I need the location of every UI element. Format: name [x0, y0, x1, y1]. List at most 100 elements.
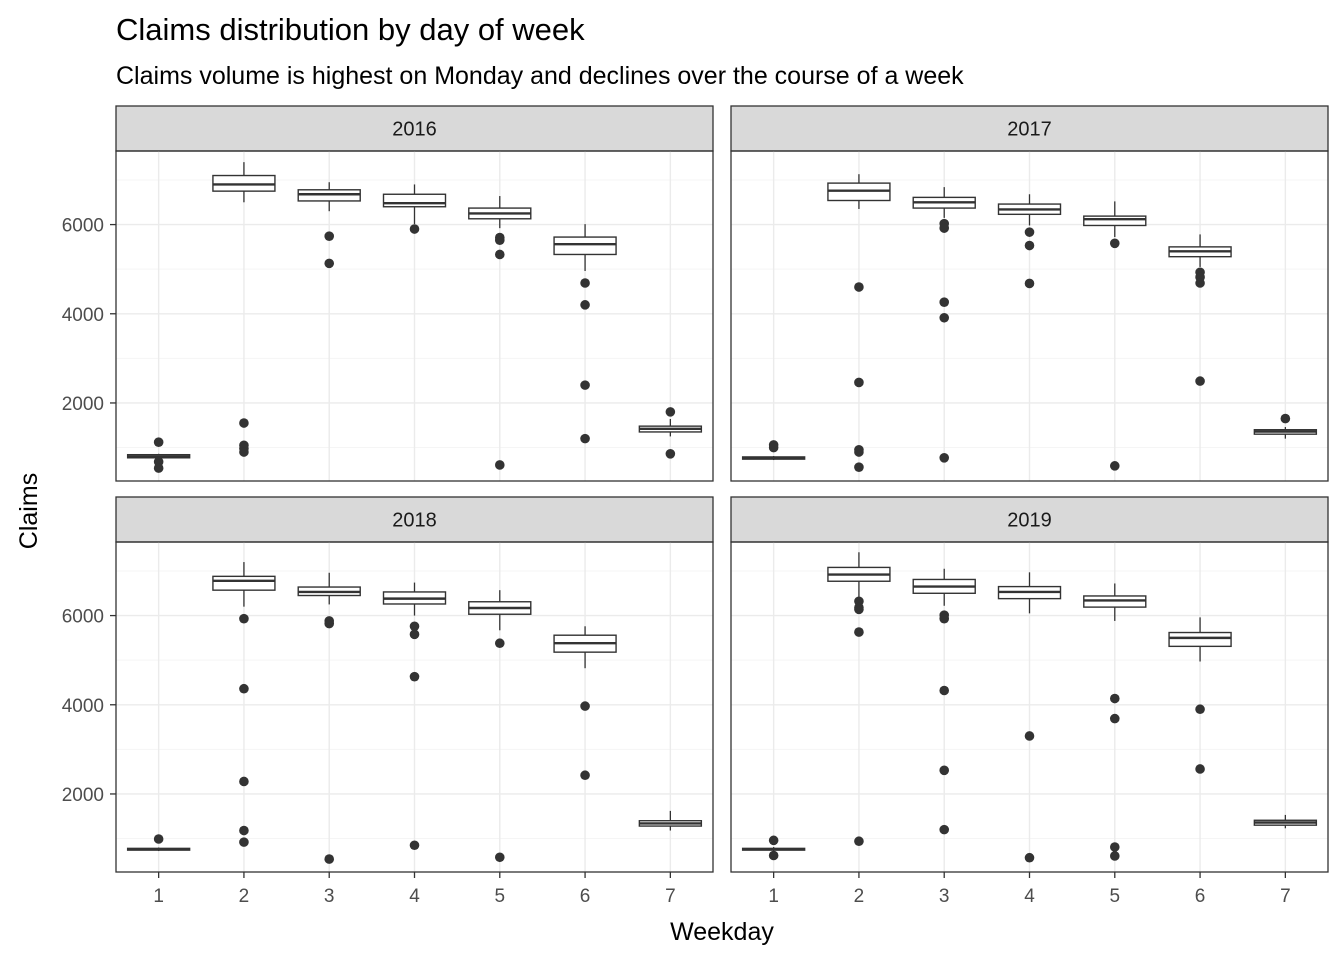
x-tick-label: 6 — [580, 886, 591, 907]
outlier-point — [324, 854, 335, 864]
panel-border — [115, 150, 714, 482]
outlier-point — [768, 850, 779, 861]
outlier-point — [239, 418, 249, 428]
outlier-point — [939, 685, 950, 696]
box-weekday-1 — [741, 440, 806, 461]
outlier-point — [1024, 227, 1035, 237]
outlier-point — [939, 297, 950, 307]
box-weekday-5 — [468, 590, 532, 863]
x-tick-label: 5 — [1109, 886, 1120, 907]
outlier-point — [153, 834, 164, 844]
box-weekday-7 — [1253, 413, 1318, 439]
outlier-point — [854, 462, 864, 472]
outlier-point — [665, 448, 676, 459]
facet-panels: 2016 2000 4000 6000 2017 2018 2000 4000 6000 1 2 3 4… — [62, 105, 1329, 907]
outlier-point — [494, 460, 505, 470]
box-body — [553, 236, 617, 256]
outlier-point — [1024, 278, 1035, 289]
panel-2017: 2017 — [730, 105, 1329, 482]
x-tick-label: 2 — [854, 886, 865, 907]
outlier-point — [939, 453, 950, 463]
x-tick-label: 1 — [768, 886, 779, 907]
outlier-point — [1195, 376, 1205, 386]
box-body — [1168, 631, 1232, 648]
facet-strip-label: 2016 — [392, 119, 437, 141]
outlier-point — [1195, 704, 1205, 715]
outlier-point — [1024, 731, 1035, 741]
outlier-point — [1024, 852, 1035, 863]
outlier-point — [854, 836, 864, 847]
outlier-point — [409, 621, 420, 632]
outlier-point — [939, 223, 950, 233]
x-tick-label: 7 — [665, 886, 676, 907]
box-weekday-1 — [126, 834, 191, 852]
outlier-point — [239, 837, 249, 847]
facet-strip — [730, 105, 1329, 152]
outlier-point — [494, 852, 505, 863]
box-weekday-4 — [382, 184, 447, 234]
box-weekday-3 — [912, 187, 976, 463]
outlier-point — [580, 701, 590, 711]
box-weekday-5 — [468, 196, 532, 470]
outlier-point — [939, 312, 950, 323]
x-tick-label: 3 — [939, 886, 950, 907]
y-tick-label: 2000 — [62, 394, 104, 415]
outlier-point — [1024, 240, 1035, 251]
panel-2018: 2018 2000 4000 6000 1 2 3 4 5 6 7 — [62, 496, 714, 907]
y-tick-label: 6000 — [62, 607, 104, 628]
box-weekday-7 — [1253, 814, 1318, 829]
outlier-point — [768, 442, 779, 453]
x-axis-title: Weekday — [670, 918, 774, 946]
box-weekday-6 — [1168, 234, 1232, 386]
y-tick-label: 4000 — [62, 305, 104, 326]
outlier-point — [1109, 238, 1120, 249]
box-weekday-2 — [827, 174, 891, 472]
outlier-point — [324, 618, 335, 629]
x-tick-label: 6 — [1195, 886, 1206, 907]
box-weekday-3 — [297, 182, 361, 269]
outlier-point — [1280, 413, 1291, 424]
box-weekday-4 — [997, 194, 1062, 289]
outlier-point — [854, 282, 864, 292]
facet-strip — [115, 105, 714, 152]
outlier-point — [324, 231, 335, 241]
outlier-point — [239, 683, 249, 694]
facet-strip-label: 2019 — [1007, 510, 1052, 532]
box-weekday-6 — [1168, 617, 1232, 774]
outlier-point — [1109, 842, 1120, 852]
x-tick-label: 5 — [494, 886, 505, 907]
x-tick-label: 4 — [409, 886, 420, 907]
outlier-point — [580, 433, 590, 444]
box-weekday-6 — [553, 224, 617, 444]
box-body — [212, 575, 276, 591]
box-weekday-4 — [997, 572, 1062, 863]
chart-subtitle: Claims volume is highest on Monday and d… — [116, 62, 964, 90]
outlier-point — [854, 447, 864, 457]
box-weekday-5 — [1083, 583, 1147, 861]
y-tick-label: 4000 — [62, 696, 104, 717]
chart-title: Claims distribution by day of week — [116, 12, 585, 47]
outlier-point — [1109, 693, 1120, 704]
outlier-point — [854, 377, 864, 388]
x-tick-label: 7 — [1280, 886, 1291, 907]
outlier-point — [1109, 461, 1120, 471]
outlier-point — [939, 613, 950, 624]
panel-border — [730, 150, 1329, 482]
box-weekday-1 — [126, 437, 191, 473]
panel-2016: 2016 2000 4000 6000 — [62, 105, 714, 482]
outlier-point — [580, 278, 590, 288]
box-weekday-4 — [382, 582, 447, 851]
x-tick-label: 4 — [1024, 886, 1035, 907]
facet-strip-label: 2017 — [1007, 119, 1052, 141]
outlier-point — [939, 824, 950, 835]
y-tick-label: 2000 — [62, 785, 104, 806]
outlier-point — [580, 770, 590, 781]
outlier-point — [1195, 764, 1205, 774]
box-weekday-3 — [912, 568, 976, 835]
x-tick-label: 1 — [153, 886, 164, 907]
facet-strip-label: 2018 — [392, 510, 437, 532]
box-weekday-6 — [553, 626, 617, 781]
box-weekday-7 — [638, 407, 703, 459]
outlier-point — [239, 613, 249, 624]
